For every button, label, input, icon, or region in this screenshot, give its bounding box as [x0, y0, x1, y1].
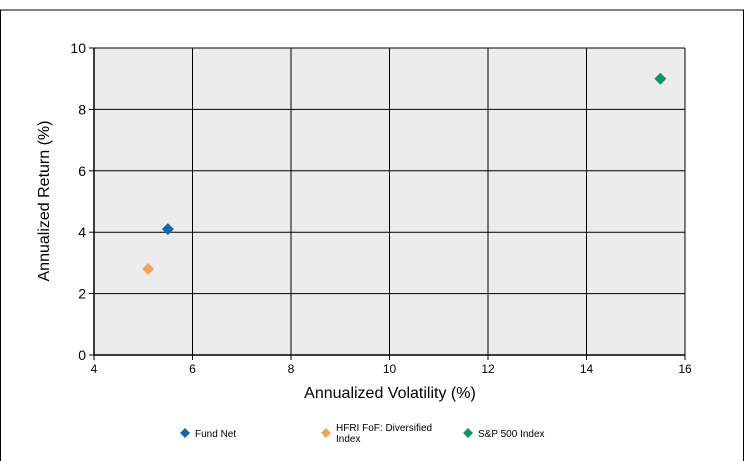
x-tick-label: 6 — [189, 362, 196, 376]
axes — [89, 47, 686, 360]
data-point-s-p-500-index — [654, 72, 667, 85]
data-points — [142, 72, 667, 276]
legend-label-s-p-500-index: S&P 500 Index — [478, 429, 545, 440]
x-tick-label: 8 — [288, 362, 295, 376]
y-tick-label: 10 — [70, 40, 86, 56]
x-tick-label: 12 — [481, 362, 495, 376]
legend-label-hfri-fof-diversified-index: Index — [336, 434, 360, 445]
legend-label-hfri-fof-diversified-index: HFRI FoF: Diversified — [336, 423, 432, 434]
y-tick-labels: 0 2 4 6 8 10 — [70, 40, 86, 363]
x-tick-label: 10 — [383, 362, 397, 376]
data-point-hfri-fof-diversified-index — [142, 263, 155, 276]
x-tick-labels: 4 6 8 10 12 14 16 — [91, 362, 692, 376]
legend-label-fund-net: Fund Net — [195, 429, 236, 440]
x-tick-label: 16 — [678, 362, 692, 376]
x-tick-label: 4 — [91, 362, 98, 376]
y-tick-label: 4 — [78, 224, 86, 240]
x-tick-label: 14 — [580, 362, 594, 376]
y-tick-label: 0 — [78, 347, 86, 363]
legend-marker-s-p-500-index — [463, 428, 473, 438]
y-tick-label: 6 — [78, 163, 86, 179]
y-tick-label: 8 — [78, 101, 86, 117]
x-axis-title: Annualized Volatility (%) — [304, 385, 476, 402]
y-tick-label: 2 — [78, 286, 86, 302]
data-point-fund-net — [161, 223, 174, 236]
legend-marker-fund-net — [180, 428, 190, 438]
legend-marker-hfri-fof-diversified-index — [321, 428, 331, 438]
y-axis-title: Annualized Return (%) — [36, 121, 53, 282]
